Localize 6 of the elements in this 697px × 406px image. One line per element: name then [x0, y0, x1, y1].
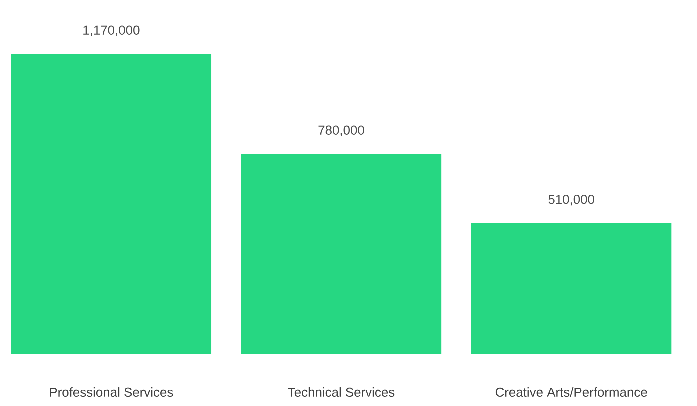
data-label: 780,000: [318, 126, 364, 136]
x-tick-label: Technical Services: [288, 388, 395, 398]
x-tick-label: Creative Arts/Performance: [496, 388, 648, 398]
x-tick-label: Professional Services: [50, 388, 174, 398]
data-label: 1,170,000: [84, 26, 140, 36]
data-label: 510,000: [548, 195, 594, 206]
